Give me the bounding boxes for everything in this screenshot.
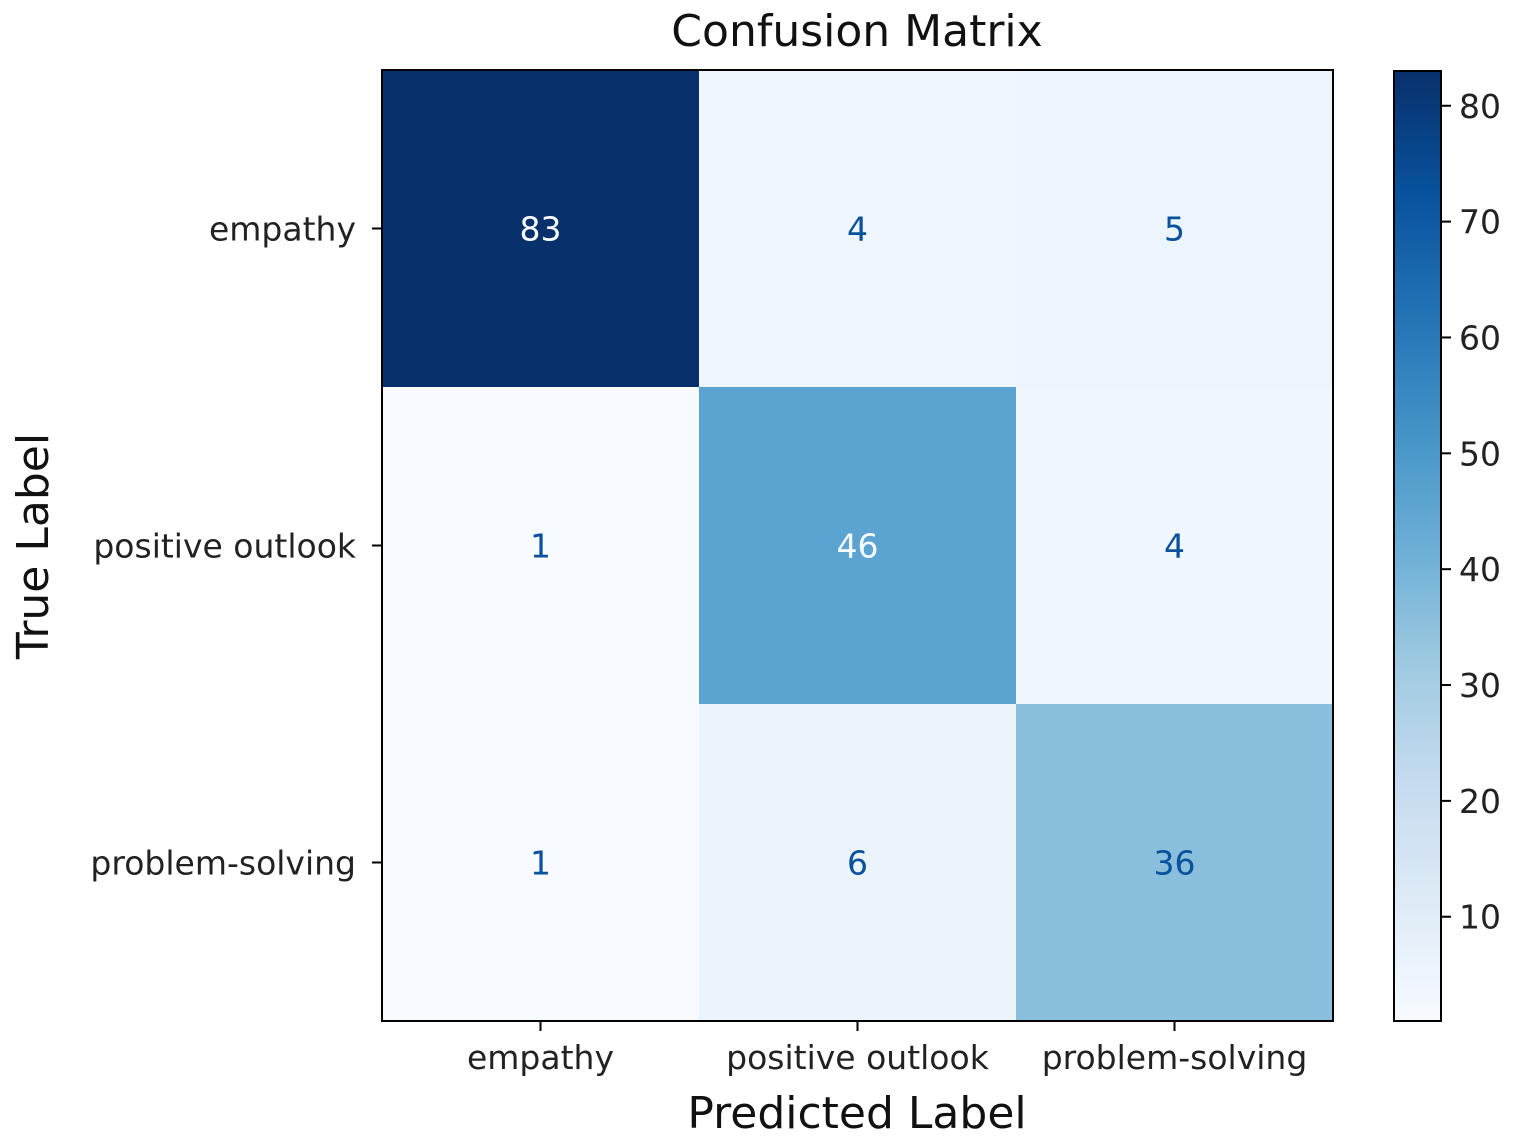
- heatmap-cell: [1016, 704, 1334, 1022]
- heatmap-cell-labels: 83 4 5 1 46 4 1 6 36: [520, 210, 1196, 883]
- colorbar-tick-label: 70: [1459, 203, 1501, 242]
- colorbar-tick-label: 40: [1459, 550, 1501, 589]
- colorbar-tick-label: 20: [1459, 782, 1501, 821]
- y-tick-label: problem-solving: [90, 844, 356, 883]
- colorbar-tick-label: 10: [1459, 898, 1501, 937]
- cell-value-label: 4: [847, 210, 868, 249]
- colorbar-ticks: 10 20 30 40 50 60 70 80: [1441, 87, 1501, 937]
- chart-title: Confusion Matrix: [671, 6, 1042, 57]
- heatmap-cell: [1016, 387, 1334, 705]
- heatmap-cell: [699, 70, 1017, 388]
- colorbar-tick-label: 80: [1459, 87, 1501, 126]
- heatmap-cell: [1016, 70, 1334, 388]
- y-axis-label: True Label: [8, 433, 59, 660]
- x-axis-label: Predicted Label: [687, 1088, 1026, 1139]
- x-tick-label: empathy: [467, 1038, 614, 1077]
- x-axis-ticks: empathy positive outlook problem-solving: [467, 1021, 1307, 1077]
- heatmap-cell: [382, 387, 700, 705]
- y-axis-ticks: empathy positive outlook problem-solving: [90, 210, 382, 883]
- cell-value-label: 36: [1154, 844, 1196, 883]
- heatmap-cell: [382, 70, 700, 388]
- heatmap-cells: [382, 70, 1334, 1022]
- heatmap-cell: [382, 704, 700, 1022]
- cell-value-label: 4: [1164, 527, 1185, 566]
- cell-value-label: 1: [530, 844, 551, 883]
- cell-value-label: 1: [530, 527, 551, 566]
- colorbar-tick-label: 60: [1459, 318, 1501, 357]
- heatmap-cell: [699, 704, 1017, 1022]
- colorbar: [1393, 70, 1442, 1022]
- x-tick-label: positive outlook: [726, 1038, 990, 1077]
- colorbar-tick-label: 50: [1459, 434, 1501, 473]
- cell-value-label: 83: [520, 210, 562, 249]
- cell-value-label: 6: [847, 844, 868, 883]
- cell-value-label: 5: [1164, 210, 1185, 249]
- colorbar-tick-label: 30: [1459, 666, 1501, 705]
- cell-value-label: 46: [837, 527, 879, 566]
- y-tick-label: empathy: [209, 210, 356, 249]
- x-tick-label: problem-solving: [1042, 1038, 1308, 1077]
- heatmap-cell: [699, 387, 1017, 705]
- y-tick-label: positive outlook: [93, 527, 357, 566]
